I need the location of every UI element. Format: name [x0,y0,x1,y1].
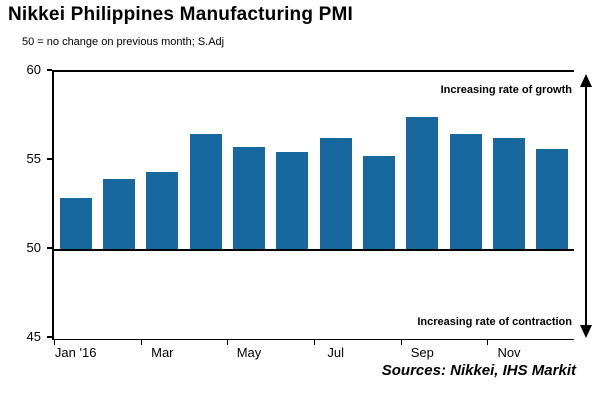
x-tick-mark [487,340,489,345]
y-tick-label-55: 55 [26,151,41,166]
bar-Dec [536,148,569,250]
x-tick-label-Nov: Nov [497,345,521,360]
x-tick-mark [140,340,142,345]
y-tick-mark [47,336,52,338]
bar-Sep [406,116,439,250]
x-tick-mark [400,340,402,345]
y-tick-label-50: 50 [26,240,41,255]
bar-Jan '16 [59,198,92,250]
bar-Feb [103,178,135,250]
bar-Jun [276,152,309,250]
source-credit: Sources: Nikkei, IHS Markit [381,362,576,379]
y-tick-label-45: 45 [26,329,41,344]
x-tick-mark [227,340,229,345]
bar-Mar [146,171,179,250]
y-tick-mark [47,69,52,71]
chart-title: Nikkei Philippines Manufacturing PMI [8,4,354,25]
bar-Jul [319,137,352,250]
x-axis: Jan '16 Mar May Jul Sep Nov [54,340,574,361]
bar-Oct [449,134,482,250]
bar-Aug [363,155,395,250]
x-tick-label-Sep: Sep [410,345,434,360]
baseline-50 [54,249,574,251]
y-tick-mark [47,247,52,249]
y-tick-label-60: 60 [26,62,41,77]
x-tick-label-Mar: Mar [151,345,174,360]
y-tick-mark [47,158,52,160]
x-tick-label-May: May [236,345,262,360]
annotation-contraction: Increasing rate of contraction [417,316,572,328]
bar-May [233,146,265,250]
bar-Apr [189,134,222,250]
x-tick-label-Jul: Jul [327,345,344,360]
bar-Nov [493,137,525,250]
x-tick-mark [54,340,55,345]
annotation-growth: Increasing rate of growth [440,84,572,96]
plot-area [52,70,574,340]
chart-subtitle: 50 = no change on previous month; S.Adj [22,36,225,48]
double-arrow-icon [580,74,592,338]
x-tick-label-Jan '16: Jan '16 [54,345,97,360]
y-axis: 45 50 55 60 [0,62,52,344]
x-tick-mark [314,340,315,345]
